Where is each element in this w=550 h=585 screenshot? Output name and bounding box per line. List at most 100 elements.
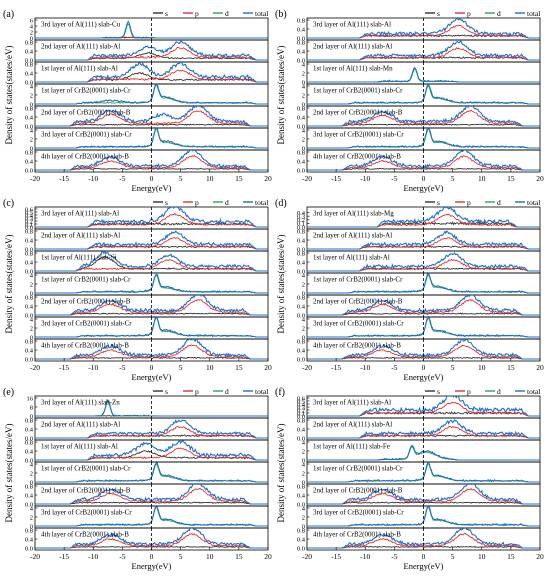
subplot-label: 3rd layer of CrB2(0001) slab-Cr: [313, 509, 404, 517]
subplot-label: 2nd layer of Al(111) slab-Al: [41, 232, 120, 240]
subplot-label: 2nd layer of Al(111) slab-Al: [41, 421, 120, 429]
y-tick-label: 2: [30, 92, 33, 99]
y-tick-label: 0.8: [25, 338, 33, 345]
y-tick-label: 4: [302, 61, 306, 68]
subplot-label: 3rd layer of CrB2(0001) slab-Cr: [313, 320, 404, 328]
legend-label-d: d: [497, 387, 501, 396]
legend-label-s: s: [165, 9, 168, 18]
legend-label-total: total: [255, 198, 268, 207]
y-tick-label: 0.4: [297, 158, 306, 165]
x-tick-label: -5: [391, 174, 397, 183]
y-axis-label: Density of states(states/eV): [4, 46, 14, 145]
y-tick-label: 2: [302, 136, 305, 143]
x-tick-label: -10: [360, 174, 370, 183]
y-tick-label: 0.8: [297, 527, 305, 534]
y-tick-label: 2: [302, 470, 305, 477]
y-tick-label: 0.8: [25, 105, 33, 112]
y-tick-label: 0.8: [297, 294, 305, 301]
y-tick-label: 0.8: [25, 228, 33, 235]
y-tick-label: 0.4: [25, 536, 34, 543]
y-tick-label: 0.4: [297, 26, 306, 33]
y-tick-label: 16: [27, 395, 34, 402]
x-tick-label: 5: [179, 363, 183, 372]
x-tick-label: -5: [119, 174, 125, 183]
subplot-label: 2nd layer of Al(111) slab-Al: [313, 421, 392, 429]
y-tick-label: 2: [302, 514, 305, 521]
legend-label-s: s: [437, 9, 440, 18]
subplot-label: 4th layer of CrB2(0001) slab-B: [41, 342, 129, 350]
x-tick-label: 15: [235, 363, 243, 372]
y-tick-label: 4: [302, 272, 306, 279]
x-tick-label: 0: [150, 174, 154, 183]
subplot-label: 1st layer of CrB2(0001) slab-Cr: [313, 276, 403, 284]
subplot-label: 1st layer of CrB2(0001) slab-Cr: [41, 87, 131, 95]
x-tick-label: -20: [302, 552, 312, 561]
subplot-label: 3rd layer of Al(111) slab-Al: [41, 210, 119, 218]
subplot-label: 1st layer of Al(111) slab-Si: [41, 254, 117, 262]
x-tick-label: -5: [391, 363, 397, 372]
y-tick-label: 0.4: [297, 347, 306, 354]
panel-label: (a): [3, 9, 14, 20]
x-tick-label: -10: [88, 552, 98, 561]
subplot-label: 4th layer of CrB2(0001) slab-B: [41, 153, 129, 161]
legend-label-s: s: [437, 198, 440, 207]
x-tick-label: -20: [30, 174, 40, 183]
subplot-label: 3rd layer of CrB2(0001) slab-Cr: [41, 131, 132, 139]
y-tick-label: 4: [30, 272, 34, 279]
y-tick-label: 0.4: [25, 158, 34, 165]
legend-label-p: p: [195, 198, 199, 207]
legend-label-p: p: [467, 198, 471, 207]
x-axis-label: Energy(eV): [132, 183, 172, 193]
x-tick-label: 10: [206, 174, 214, 183]
x-tick-label: 10: [206, 552, 214, 561]
x-tick-label: 10: [478, 552, 486, 561]
x-tick-label: -15: [331, 552, 341, 561]
legend-label-d: d: [225, 198, 229, 207]
panel-label: (b): [275, 9, 287, 20]
legend-label-s: s: [437, 387, 440, 396]
y-tick-label: 0.8: [25, 417, 33, 424]
legend-label-total: total: [527, 387, 540, 396]
legend-label-s: s: [165, 198, 168, 207]
x-tick-label: -5: [119, 552, 125, 561]
x-tick-label: -5: [119, 363, 125, 372]
legend-label-total: total: [527, 9, 540, 18]
x-tick-label: -20: [302, 363, 312, 372]
legend-label-d: d: [225, 9, 229, 18]
x-tick-label: 15: [235, 552, 243, 561]
x-axis-label: Energy(eV): [404, 372, 444, 382]
panel-label: (f): [275, 387, 285, 398]
legend-label-d: d: [497, 9, 501, 18]
y-tick-label: 0.4: [25, 303, 34, 310]
y-tick-label: 0.8: [297, 417, 305, 424]
y-tick-label: 2: [30, 470, 33, 477]
x-tick-label: 20: [264, 174, 272, 183]
x-tick-label: 0: [422, 552, 426, 561]
x-axis-label: Energy(eV): [404, 183, 444, 193]
y-tick-label: 0.4: [297, 536, 306, 543]
y-tick-label: 0.8: [25, 250, 33, 257]
x-tick-label: 20: [536, 552, 544, 561]
y-tick-label: 2: [30, 136, 33, 143]
legend-label-d: d: [225, 387, 229, 396]
x-tick-label: 10: [206, 363, 214, 372]
subplot-label: 1st layer of Al(111) slab-Mn: [313, 65, 393, 73]
y-tick-label: 2: [30, 514, 33, 521]
